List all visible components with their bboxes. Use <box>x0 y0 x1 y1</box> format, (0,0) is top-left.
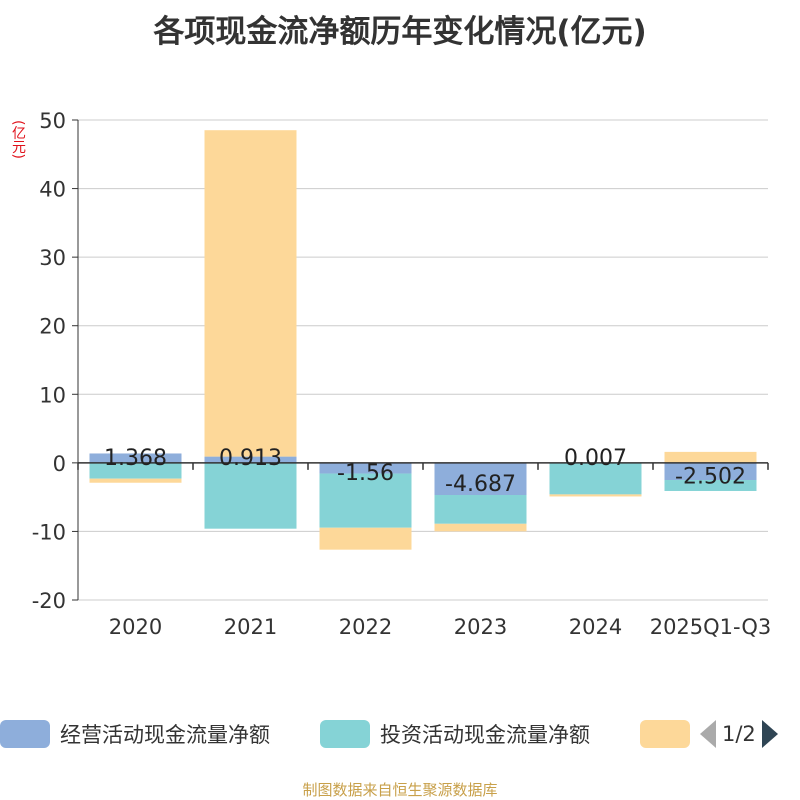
legend-swatch <box>640 720 690 748</box>
bar-segment <box>204 130 297 457</box>
data-label: 0.007 <box>564 446 627 471</box>
bar-segment <box>319 462 412 474</box>
legend-next-page-icon[interactable] <box>761 720 778 748</box>
y-tick-label: 0 <box>53 452 66 476</box>
bar-segment <box>319 473 412 528</box>
legend-page-indicator: 1/2 <box>722 722 756 746</box>
x-tick-label: 2023 <box>454 615 507 639</box>
legend-label: 经营活动现金流量净额 <box>60 723 270 747</box>
bar-segment <box>204 462 297 529</box>
bar-chart: 50 40 30 20 10 0 -10 -20 2020 2021 2022 2023 2024 202… <box>32 109 772 639</box>
legend-item-operating[interactable]: 经营活动现金流量净额 <box>0 720 270 748</box>
x-tick-label: 2021 <box>224 615 277 639</box>
bar-segment <box>89 453 182 463</box>
bar-segment <box>549 462 642 495</box>
legend-item-financing[interactable] <box>640 720 700 748</box>
legend: 经营活动现金流量净额 投资活动现金流量净额 1/2 <box>0 712 800 756</box>
data-label: -4.687 <box>445 472 516 497</box>
bar-segment <box>664 462 757 481</box>
bar-segment <box>319 527 412 550</box>
chart-title: 各项现金流净额历年变化情况(亿元) <box>153 14 647 50</box>
data-label: 0.913 <box>219 446 282 471</box>
data-label: -1.56 <box>337 461 394 486</box>
y-tick-label: -20 <box>32 589 66 613</box>
y-tick-label: 10 <box>39 383 66 407</box>
x-tick-label: 2024 <box>569 615 622 639</box>
y-tick-label: 50 <box>39 109 66 133</box>
y-tick-label: 20 <box>39 315 66 339</box>
legend-label: 投资活动现金流量净额 <box>380 723 590 747</box>
bar-segment <box>434 523 527 532</box>
data-label: -2.502 <box>675 464 746 489</box>
y-tick-label: -10 <box>32 520 66 544</box>
y-tick-label: 40 <box>39 178 66 202</box>
y-tick-label: 30 <box>39 246 66 270</box>
bar-segment <box>89 478 182 483</box>
data-label: 1.368 <box>104 446 167 471</box>
y-axis-unit: (亿元) <box>10 120 26 159</box>
bar-segment <box>434 494 527 524</box>
x-tick-label: 2020 <box>109 615 162 639</box>
x-tick-label: 2022 <box>339 615 392 639</box>
legend-pager: 1/2 <box>700 720 778 748</box>
bar-segment <box>434 462 527 495</box>
legend-item-investing[interactable]: 投资活动现金流量净额 <box>320 720 590 748</box>
bar-segment <box>89 462 182 479</box>
bar-segment <box>204 456 297 463</box>
data-source-note: 制图数据来自恒生聚源数据库 <box>302 781 498 799</box>
bar-segment <box>664 451 757 463</box>
legend-swatch <box>0 720 50 748</box>
x-tick-label: 2025Q1-Q3 <box>650 615 772 639</box>
bar-segment <box>664 480 757 491</box>
legend-swatch <box>320 720 370 748</box>
legend-prev-page-icon[interactable] <box>700 720 716 748</box>
bar-segment <box>549 494 642 497</box>
